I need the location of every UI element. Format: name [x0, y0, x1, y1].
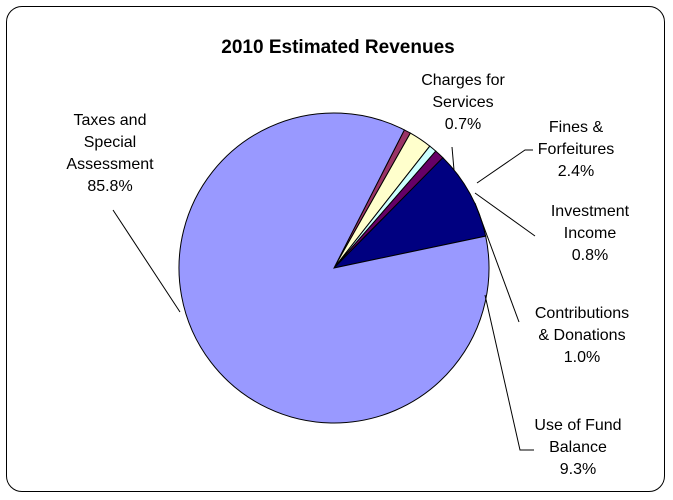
slice-percent: 9.3% — [560, 461, 596, 478]
leader-line — [451, 146, 455, 171]
pie-slice-use-of-fund-balance — [332, 157, 487, 269]
pie-slice-taxes-and-special-assessment — [178, 112, 490, 424]
slice-label-line: Special — [84, 134, 136, 151]
slice-percent: 2.4% — [558, 163, 594, 180]
slice-percent: 1.0% — [564, 349, 600, 366]
slice-label: Fines & Forfeitures 2.4% — [538, 119, 614, 180]
chart-title: 2010 Estimated Revenues — [221, 37, 454, 58]
leader-line — [476, 149, 533, 184]
slice-percent: 0.7% — [445, 116, 481, 133]
slice-label-line: & Donations — [538, 327, 625, 344]
slice-label-line: Services — [432, 94, 493, 111]
leader-line — [484, 294, 534, 451]
slice-label-line: Charges for — [421, 72, 505, 89]
slice-label: Taxes and Special Assessment 85.8% — [66, 112, 154, 195]
slice-label-line: Income — [564, 225, 617, 242]
pie-slices — [178, 112, 490, 424]
slice-label-line: Forfeitures — [538, 141, 614, 158]
slice-label-line: Assessment — [66, 156, 154, 173]
slice-percent: 0.8% — [572, 247, 608, 264]
slice-percent: 85.8% — [87, 178, 132, 195]
slice-label: Use of Fund Balance 9.3% — [534, 417, 621, 478]
slice-label: Investment Income 0.8% — [551, 203, 630, 264]
slice-label-line: Contributions — [535, 305, 629, 322]
slice-label: Contributions & Donations 1.0% — [535, 305, 629, 366]
leader-line — [474, 202, 520, 323]
slice-label-line: Taxes and — [74, 112, 147, 129]
leader-line — [112, 209, 181, 313]
slice-label: Charges for Services 0.7% — [421, 72, 505, 133]
slice-label-line: Investment — [551, 203, 630, 220]
slice-label-line: Fines & — [549, 119, 604, 136]
slice-label-line: Balance — [549, 439, 607, 456]
slice-label-line: Use of Fund — [534, 417, 621, 434]
leader-line — [474, 192, 536, 237]
